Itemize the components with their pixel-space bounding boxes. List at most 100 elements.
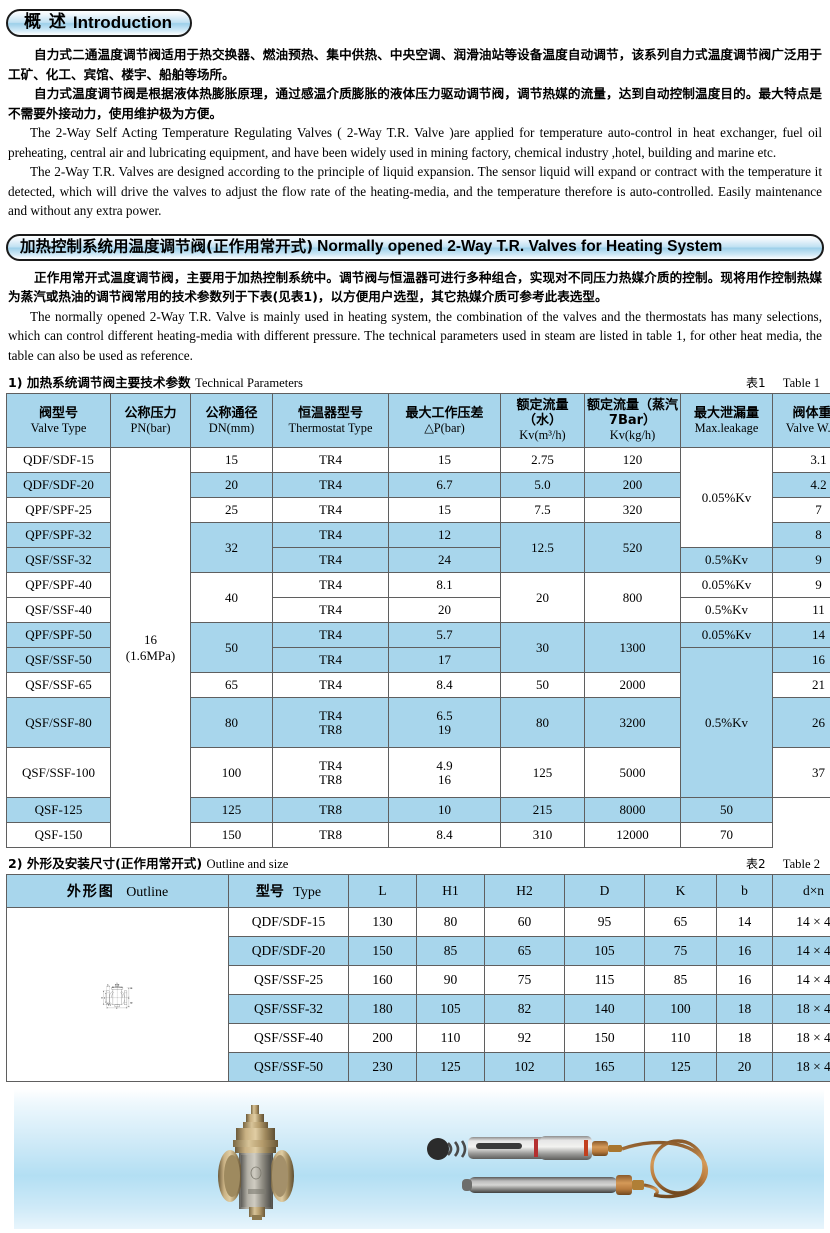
cell-type: QDF/SDF-20 [228, 936, 349, 967]
intro-paragraph-cn-1: 自力式二通温度调节阀适用于热交换器、燃油预热、集中供热、中央空调、润滑油站等设备… [8, 47, 822, 82]
cell-type: QDF/SDF-15 [228, 907, 349, 938]
cell-D: 150 [564, 1023, 645, 1054]
table1-caption-cn: 加热系统调节阀主要技术参数 [26, 375, 191, 391]
cell-kv-steam: 200 [584, 472, 681, 499]
cell-weight: 9 [772, 547, 830, 574]
cell-valve-type: QDF/SDF-15 [6, 447, 111, 474]
cell-dp: 10 [388, 797, 501, 824]
cell-valve-type: QDF/SDF-20 [6, 472, 111, 499]
cell-H1: 90 [416, 965, 485, 996]
cell-type: QSF/SSF-50 [228, 1052, 349, 1083]
cell-dp: 4.9 16 [388, 747, 501, 799]
table-row: QPF/SPF-25 25 TR4 15 7.5 320 7 [6, 497, 830, 524]
technical-parameters-table: 阀型号 Valve Type 公称压力 PN(bar) 公称通径 DN(mm) … [6, 393, 830, 849]
cell-kv-steam: 12000 [584, 822, 681, 849]
th-kv-water-cn: 额定流量（水） [516, 398, 569, 429]
intro-paragraph-en-1: The 2-Way Self Acting Temperature Regula… [8, 125, 822, 160]
cell-dp: 15 [388, 497, 501, 524]
table-row: QSF/SSF-80 80 TR4 TR8 6.5 19 80 3200 26 [6, 697, 830, 749]
cell-kv-steam: 520 [584, 522, 681, 574]
cell-kv-steam: 3200 [584, 697, 681, 749]
cell-leakage: 0.05%Kv [680, 572, 773, 599]
table-row: QSF/SSF-32 TR4 24 0.5%Kv 9 [6, 547, 830, 574]
cell-dxn: 14 × 4 [772, 936, 830, 967]
cell-valve-type: QPF/SPF-50 [6, 622, 111, 649]
th-H1: H1 [416, 874, 485, 909]
cell-L: 230 [348, 1052, 417, 1083]
table1-caption-en: Technical Parameters [195, 376, 303, 391]
cell-b: 14 [716, 907, 773, 938]
cell-type: QSF/SSF-25 [228, 965, 349, 996]
th-max-dp-cn: 最大工作压差 [405, 405, 484, 421]
product-photo-strip [6, 1089, 824, 1229]
cell-kv-steam: 800 [584, 572, 681, 624]
cell-H2: 65 [484, 936, 565, 967]
cell-kv-water: 215 [500, 797, 585, 824]
cell-dp: 17 [388, 647, 501, 674]
table2-label: 表2 Table 2 [746, 855, 820, 872]
th-pn-cn: 公称压力 [124, 405, 177, 421]
photo-strip-left-edge [6, 1089, 14, 1229]
cell-weight: 9 [772, 572, 830, 599]
th-L: L [348, 874, 417, 909]
cell-kv-water: 310 [500, 822, 585, 849]
cell-kv-water: 5.0 [500, 472, 585, 499]
cell-dn: 150 [190, 822, 273, 849]
table2-caption-cn: 外形及安装尺寸(正作用常开式) [26, 856, 203, 872]
cell-dn: 50 [190, 622, 273, 674]
cell-valve-type: QSF/SSF-65 [6, 672, 111, 699]
cell-leakage: 0.5%Kv [680, 647, 773, 799]
heating-banner-title-en: Normally opened 2-Way T.R. Valves for He… [317, 238, 723, 256]
th-kv-steam-en: Kv(kg/h) [609, 428, 656, 443]
table1-label-cn: 表1 [745, 376, 766, 391]
th-valve-weight: 阀体重量 Valve W.(kg) [772, 393, 830, 449]
th-type-cn: 型号 [255, 884, 284, 901]
th-outline: 外形图 Outline [6, 874, 229, 909]
th-outline-en: Outline [126, 885, 169, 901]
table1-caption-row: 1) 加热系统调节阀主要技术参数 Technical Parameters 表1… [6, 372, 824, 393]
cell-valve-type: QPF/SPF-40 [6, 572, 111, 599]
cell-dxn: 14 × 4 [772, 907, 830, 938]
cell-kv-steam: 5000 [584, 747, 681, 799]
pn-value-mpa: (1.6MPa) [125, 647, 176, 663]
intro-banner-wrap: 概 述 Introduction [6, 0, 824, 37]
th-outline-cn: 外形图 [66, 884, 115, 901]
cell-dn: 20 [190, 472, 273, 499]
cell-H2: 82 [484, 994, 565, 1025]
cell-b: 18 [716, 994, 773, 1025]
valve-outline-drawing-cell: l b D k d×n H1 H2 L [6, 907, 229, 1083]
cell-dn: 25 [190, 497, 273, 524]
cell-thermostat: TR4 [272, 497, 389, 524]
cell-L: 180 [348, 994, 417, 1025]
cell-kv-water: 30 [500, 622, 585, 674]
heating-paragraph-en-1: The normally opened 2-Way T.R. Valve is … [8, 308, 822, 363]
cell-kv-water: 2.75 [500, 447, 585, 474]
th-pn: 公称压力 PN(bar) [110, 393, 191, 449]
cell-kv-water: 12.5 [500, 522, 585, 574]
cell-dn: 100 [190, 747, 273, 799]
table-row: QSF-150 150 TR8 8.4 310 12000 70 [6, 822, 830, 849]
cell-b: 18 [716, 1023, 773, 1054]
table1-caption-index: 1) [8, 375, 23, 391]
cell-kv-water: 20 [500, 572, 585, 624]
table-row: QDF/SDF-15 16 (1.6MPa) 15 TR4 15 2.75 12… [6, 447, 830, 849]
cell-thermostat: TR8 [272, 797, 389, 824]
cell-thermostat: TR4 [272, 522, 389, 549]
th-thermostat: 恒温器型号 Thermostat Type [272, 393, 389, 449]
th-kv-steam-cn: 额定流量（蒸汽7Bar） [587, 398, 679, 429]
cell-H2: 75 [484, 965, 565, 996]
th-max-leakage: 最大泄漏量 Max.leakage [680, 393, 773, 449]
heating-banner-title-cn: 加热控制系统用温度调节阀(正作用常开式) [20, 237, 314, 256]
table-row: QPF/SPF-40 40 TR4 8.1 20 800 0.05%Kv 9 [6, 572, 830, 624]
cell-K: 125 [644, 1052, 717, 1083]
outline-and-size-table: 外形图 Outline 型号 Type L H1 H2 D K b d×n [6, 874, 830, 1083]
cell-kv-water: 50 [500, 672, 585, 699]
thermostat-sensor-photo [427, 1136, 708, 1199]
cell-b: 20 [716, 1052, 773, 1083]
cell-b: 16 [716, 965, 773, 996]
cell-thermostat: TR4 [272, 447, 389, 474]
intro-paragraph-cn-2: 自力式温度调节阀是根据液体热膨胀原理，通过感温介质膨胀的液体压力驱动调节阀，调节… [8, 86, 822, 121]
cell-L: 150 [348, 936, 417, 967]
th-dn-en: DN(mm) [208, 420, 255, 435]
drawing-label-l1: l [117, 983, 118, 985]
